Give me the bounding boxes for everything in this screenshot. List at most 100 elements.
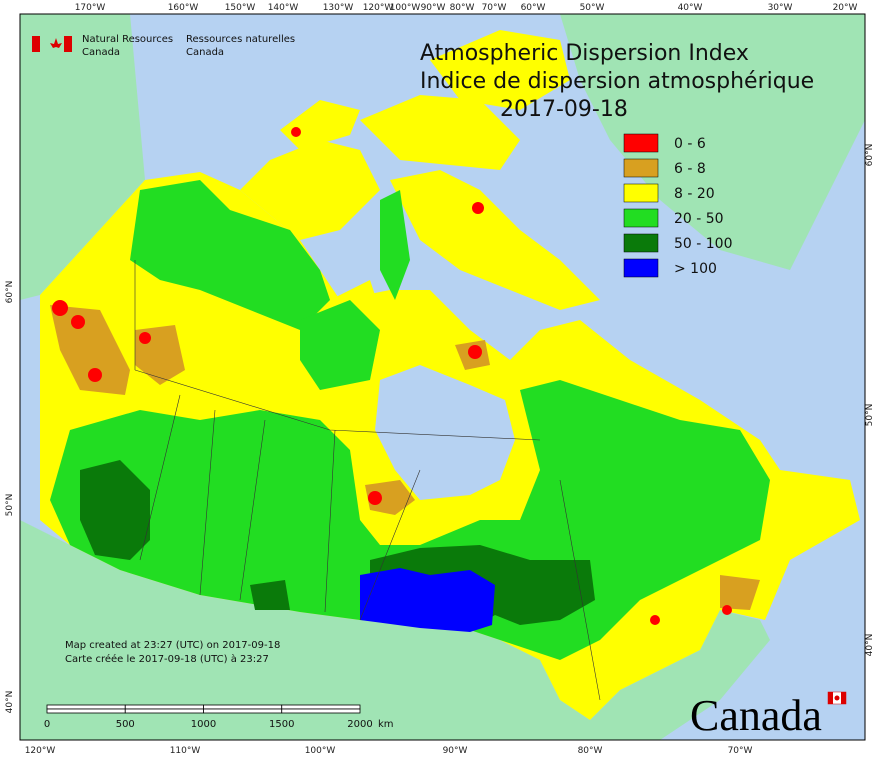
island [360, 95, 520, 170]
title: Indice de dispersion atmosphérique [420, 69, 814, 94]
usa [20, 520, 770, 740]
legend-label: 20 - 50 [674, 211, 724, 227]
graticule-label: 70°W [482, 3, 507, 13]
scale-label: 1500 [269, 719, 294, 730]
graticule-label: 170°W [75, 3, 106, 13]
graticule-label: 130°W [323, 3, 354, 13]
graticule-label: 60°N [865, 144, 875, 167]
nrcan-logo [32, 36, 72, 52]
island [240, 140, 380, 240]
zone-0-6 [71, 315, 85, 329]
graticule-label: 100°W [305, 746, 336, 756]
zone-20-50 [300, 300, 380, 390]
scale-label: 0 [44, 719, 50, 730]
map-frame [19, 13, 866, 741]
legend-swatch [623, 158, 659, 178]
flag-bar [828, 692, 833, 704]
hudson-bay [375, 365, 515, 500]
legend-swatch [623, 183, 659, 203]
flag-bar [32, 36, 40, 52]
date: 2017-09-18 [500, 97, 628, 122]
zone-0-6 [52, 300, 68, 316]
legend-label: > 100 [674, 261, 717, 277]
graticule-label: 20°W [833, 3, 858, 13]
graticule-label: 50°N [865, 404, 875, 427]
legend-swatch [623, 233, 659, 253]
title: Atmospheric Dispersion Index [420, 41, 749, 66]
graticule-label: 90°W [443, 746, 468, 756]
legend-swatch [623, 133, 659, 153]
zone-0-6 [368, 491, 382, 505]
graticule-label: 90°W [421, 3, 446, 13]
graticule-label: 70°W [728, 746, 753, 756]
zone-0-6 [722, 605, 732, 615]
graticule-label: 50°N [5, 494, 15, 517]
zone-0-6 [52, 127, 732, 625]
org-en: Natural Resources [82, 34, 173, 45]
org-fr: Canada [186, 47, 224, 58]
zone-20-50 [380, 190, 410, 300]
graticule-label: 60°W [521, 3, 546, 13]
graticule-label: 140°W [268, 3, 299, 13]
alaska [20, 14, 145, 300]
graticule-label: 50°W [580, 3, 605, 13]
scale-unit: km [378, 719, 394, 730]
frame-border [19, 13, 866, 741]
zone-20-50 [130, 180, 330, 330]
flag-bar [841, 692, 846, 704]
island [430, 30, 570, 110]
graticule-label: 110°W [170, 746, 201, 756]
graticule-label: 40°W [678, 3, 703, 13]
island [390, 170, 600, 310]
zone-0-6 [139, 332, 151, 344]
scale-segment [203, 704, 283, 710]
maple-leaf [834, 695, 840, 701]
zone-0-6 [472, 202, 484, 214]
graticule-label: 30°W [768, 3, 793, 13]
graticule-label: 80°W [578, 746, 603, 756]
graticule-label: 100°W [390, 3, 421, 13]
graticule-label: 40°N [5, 691, 15, 714]
zone-over-100 [360, 568, 495, 632]
graticule-label: 40°N [865, 634, 875, 657]
maple-leaf [50, 38, 62, 52]
credit: Map created at 23:27 (UTC) on 2017-09-18 [65, 640, 280, 651]
legend: 0 - 6 6 - 8 8 - 20 20 - 50 50 - 100 > 100 [623, 133, 733, 278]
graticule-label: 150°W [225, 3, 256, 13]
wordmark: Canada [690, 691, 847, 740]
legend-label: 6 - 8 [674, 161, 706, 177]
legend-swatch [623, 208, 659, 228]
scale-segment [203, 708, 283, 714]
island [280, 100, 360, 150]
zone-6-8 [50, 305, 130, 395]
org-en: Canada [82, 47, 120, 58]
flag-bar [64, 36, 72, 52]
graticule-label: 120°W [25, 746, 56, 756]
wordmark-text: Canada [690, 691, 822, 740]
scale-segment [281, 708, 361, 714]
scale-segment [124, 704, 204, 710]
legend-swatch [623, 258, 659, 278]
zone-6-8 [720, 575, 760, 610]
legend-label: 50 - 100 [674, 236, 733, 252]
scale-segment [124, 708, 204, 714]
scale-label: 2000 [347, 719, 372, 730]
legend-label: 8 - 20 [674, 186, 715, 202]
graticule-label: 160°W [168, 3, 199, 13]
graticule-label: 80°W [450, 3, 475, 13]
zone-50-100 [250, 580, 290, 610]
credit: Carte créée le 2017-09-18 (UTC) à 23:27 [65, 653, 269, 665]
scale-label: 500 [116, 719, 135, 730]
zone-6-8 [365, 480, 415, 515]
scale-segment [46, 704, 126, 710]
scale-segment [46, 708, 126, 714]
scale-bar: 0 500 1000 1500 2000 km [44, 704, 394, 730]
graticule-label: 120°W [363, 3, 394, 13]
org-fr: Ressources naturelles [186, 34, 295, 45]
legend-label: 0 - 6 [674, 136, 706, 152]
zone-0-6 [650, 615, 660, 625]
greenland [560, 14, 865, 270]
